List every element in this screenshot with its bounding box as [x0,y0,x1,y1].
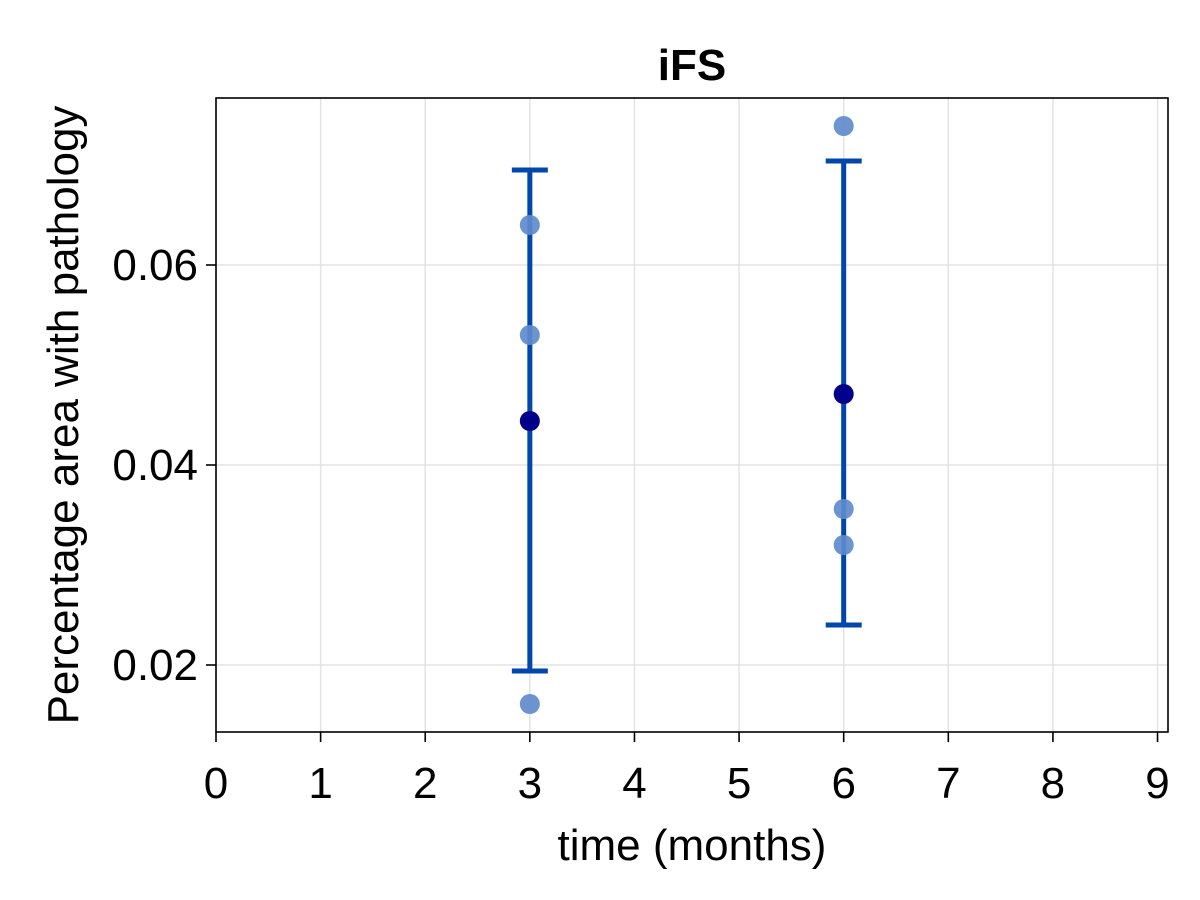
plot-frame [215,97,1169,733]
data-point [833,499,854,519]
grid-layer [215,98,1168,732]
y-tick-label: 0.06 [112,241,198,290]
x-tick-label: 4 [622,759,646,808]
axis-layer: 0 1 2 3 4 5 6 7 8 9 0.02 0.04 0.06 [112,241,1169,808]
y-tick-label: 0.04 [112,441,198,490]
chart-title: iFS [658,41,726,90]
x-tick-label: 1 [308,759,332,808]
data-point [519,694,540,714]
x-tick-label: 0 [204,759,228,808]
x-tick-label: 7 [936,759,960,808]
y-axis-title: Percentage area with pathology [39,106,88,725]
data-point [519,215,540,235]
data-point [833,116,854,136]
x-tick-label: 6 [831,759,855,808]
x-axis-title: time (months) [558,821,827,870]
x-tick-label: 5 [727,759,751,808]
mean-point [833,384,854,404]
data-layer [511,116,862,714]
data-point [833,535,854,555]
x-tick-label: 3 [518,759,542,808]
x-tick-label: 8 [1041,759,1065,808]
x-tick-label: 9 [1145,759,1169,808]
mean-point [519,411,540,431]
x-tick-label: 2 [413,759,437,808]
y-tick-label: 0.02 [112,641,198,690]
data-point [519,325,540,345]
